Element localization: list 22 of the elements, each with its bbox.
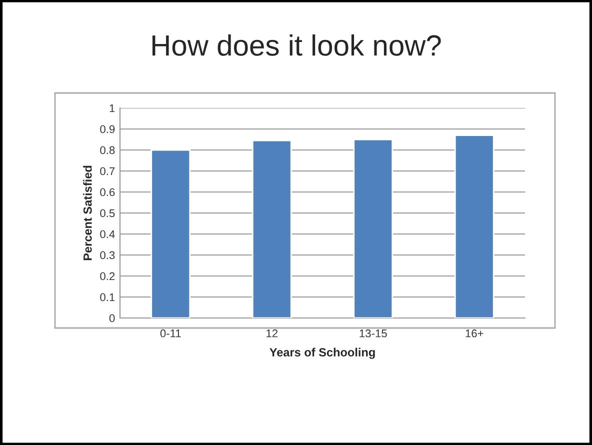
y-tick-label: 0.2 [100,272,115,280]
y-tick-label: 0.8 [100,146,115,154]
y-tick-label: 0.5 [100,209,115,218]
y-tick-label: 0.6 [100,188,115,196]
x-axis-title: Years of Schooling [270,348,375,359]
y-tick-label: 0.7 [100,167,115,176]
chart-title: How does it look now? [152,34,441,56]
bar [353,138,394,318]
bar [454,134,494,318]
x-tick-label: 13-15 [360,329,387,338]
bar [252,140,292,318]
y-tick-label: 0.9 [100,125,115,134]
y-tick-label: 0 [109,314,115,322]
y-axis-title: Percent Satisfied [83,166,92,260]
y-tick-label: 0.4 [100,230,115,238]
y-tick-label: 0.1 [100,293,115,302]
bar [150,149,191,318]
y-tick-label: 0.3 [100,251,115,260]
x-tick-label: 12 [266,329,278,338]
y-tick-label: 1 [110,104,115,112]
x-tick-label: 16+ [466,329,484,338]
x-tick-label: 0-11 [160,329,181,338]
